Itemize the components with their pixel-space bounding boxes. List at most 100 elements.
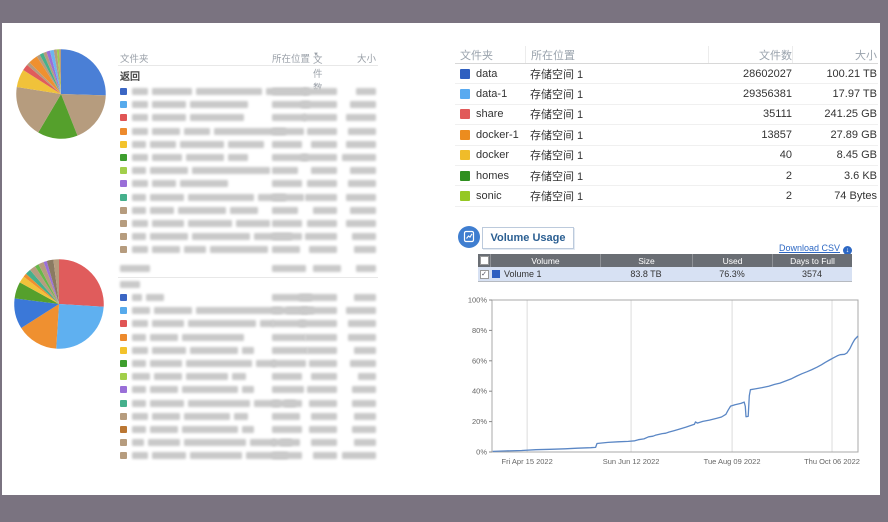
table-row-redacted[interactable] [118,357,378,370]
size-redacted [350,101,376,109]
table-row-redacted[interactable] [118,397,378,410]
file-count-redacted [307,219,337,227]
table-row[interactable]: homes 存储空间 1 2 3.6 KB [455,166,878,187]
table-row-redacted[interactable] [118,436,378,449]
col-size-redacted [356,265,376,272]
select-all-checkbox[interactable] [478,254,490,267]
size-redacted [346,114,376,122]
table-row-redacted[interactable] [118,204,378,217]
table-row-redacted[interactable] [118,344,378,357]
table-row-redacted[interactable] [118,410,378,423]
file-count-redacted [307,386,337,394]
folder-name-redacted [132,114,244,122]
table-row-redacted[interactable] [118,85,378,98]
col-used: Used [692,254,772,267]
table-row-redacted[interactable] [118,111,378,124]
x-axis-tick-label: Thu Oct 06 2022 [804,457,860,466]
back-link[interactable]: 返回 [120,72,140,83]
report-section-icon [458,226,480,248]
location-redacted [272,320,306,328]
table-row-redacted[interactable] [118,138,378,151]
table-row-redacted[interactable] [118,243,378,256]
folder-name-redacted [132,206,258,214]
table-row-redacted[interactable] [118,151,378,164]
table-row-redacted[interactable] [118,291,378,304]
pie-slice [53,49,61,94]
col-size[interactable]: 大小 [792,46,878,63]
folder-name-redacted [132,193,286,201]
table-row-redacted[interactable] [118,331,378,344]
plot-border [491,299,859,453]
table-row-redacted[interactable] [118,317,378,330]
col-files-redacted [313,265,341,272]
table-row-redacted[interactable] [118,217,378,230]
download-icon[interactable]: ↓ [843,246,852,255]
col-location[interactable]: 所在位置 [525,46,708,63]
size-redacted [354,439,376,447]
file-count-cell: 2 [785,169,792,182]
file-count-redacted [307,127,337,135]
table-row-redacted[interactable] [118,423,378,436]
table-row[interactable]: share 存储空间 1 35111 241.25 GB [455,105,878,126]
folder-color-swatch [120,320,127,328]
location-redacted [272,127,304,135]
location-redacted [272,167,298,175]
size-redacted [348,320,376,328]
table-body [118,85,378,256]
col-folder[interactable]: 文件夹 [460,49,493,62]
size-redacted [346,140,376,148]
table-row-redacted[interactable] [118,98,378,111]
file-count-redacted [299,294,337,301]
table-row-redacted[interactable] [118,370,378,383]
table-row[interactable]: data-1 存储空间 1 29356381 17.97 TB [455,84,878,105]
volume-row[interactable]: ✓ Volume 1 83.8 TB 76.3% 3574 [478,267,852,282]
folder-name-redacted [132,153,248,161]
folder-color-swatch [120,452,127,460]
file-count-redacted [309,399,337,407]
folder-color-swatch [120,412,127,420]
pie-slice [49,49,61,94]
pie-slice [36,54,61,94]
x-axis-tick-label: Tue Aug 09 2022 [704,457,761,466]
table-row-redacted[interactable] [118,191,378,204]
table-row[interactable]: docker 存储空间 1 40 8.45 GB [455,146,878,166]
table-row-redacted[interactable] [118,164,378,177]
location-cell: 存储空间 1 [530,170,584,183]
table-row[interactable]: sonic 存储空间 1 2 74 Bytes [455,186,878,207]
folder-color-swatch [120,114,127,122]
folder-name-cell: sonic [455,190,525,202]
size-cell: 3.6 KB [843,169,877,182]
table-row-redacted[interactable] [118,125,378,138]
volume-checkbox[interactable]: ✓ [479,269,489,279]
volume-color-swatch [492,270,500,278]
table-row-redacted[interactable] [118,383,378,396]
location-cell: 存储空间 1 [530,191,584,204]
folder-color-swatch [460,68,470,79]
folder-color-swatch [460,109,470,120]
download-csv-link[interactable]: Download CSV [778,243,840,253]
location-redacted [272,88,308,95]
folder-name-cell: share [455,108,525,120]
folder-color-swatch [460,89,470,100]
size-cell: 100.21 TB [826,67,877,80]
volume-usage-line-chart: Fri Apr 15 2022 Sun Jun 12 2022 Tue Aug 09… [468,296,860,467]
col-files[interactable]: 文件数 [708,46,792,63]
pie-slice [53,259,59,304]
pie-slice [38,261,59,304]
table-row-redacted[interactable] [118,177,378,190]
table-row[interactable]: data 存储空间 1 28602027 100.21 TB [455,64,878,85]
table-row[interactable]: docker-1 存储空间 1 13857 27.89 GB [455,125,878,146]
back-link-redacted[interactable] [120,281,140,288]
table-row-redacted[interactable] [118,449,378,462]
location-cell: 存储空间 1 [530,68,584,81]
table-row-redacted[interactable] [118,304,378,317]
file-count-redacted [309,246,337,254]
file-count-cell: 13857 [761,128,792,141]
size-cell: 27.89 GB [830,128,877,141]
location-redacted [272,346,308,354]
file-count-redacted [311,412,337,420]
folder-name-cell: docker [455,149,525,161]
table-row-redacted[interactable] [118,230,378,243]
usage-trend-line [492,335,859,453]
file-count-redacted [301,101,337,109]
